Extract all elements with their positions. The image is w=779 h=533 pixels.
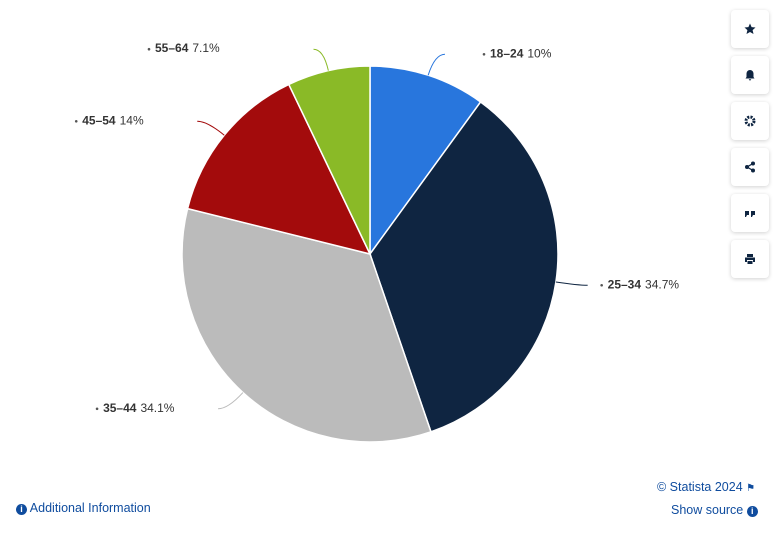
additional-information-text: Additional Information [29, 501, 151, 515]
leader-line [427, 53, 446, 76]
data-label: 25–34 34.7% [608, 277, 680, 291]
label-dot [74, 120, 78, 123]
copyright-text: © Statista 2024 [657, 480, 743, 494]
share-button[interactable] [731, 148, 769, 186]
leader-line [313, 48, 329, 71]
data-label: 18–24 10% [490, 46, 552, 60]
pie-slice [181, 207, 432, 443]
chart: 18–24 10% 25–34 34.7% 35–44 34.1% 45–54 14% 55–6… [74, 41, 680, 443]
leader-line [197, 120, 225, 136]
value-label: 10% [527, 46, 551, 60]
category-label: 45–54 [82, 113, 116, 127]
settings-button[interactable] [731, 102, 769, 140]
additional-information[interactable]: i Additional Information [16, 501, 151, 515]
category-label: 35–44 [103, 401, 137, 415]
print-button[interactable] [731, 240, 769, 278]
pie-slice [369, 65, 482, 257]
data-label: 35–44 34.1% [103, 401, 175, 415]
show-source[interactable]: Show source i [671, 503, 758, 517]
pie-slice [186, 83, 372, 256]
label-dot [600, 283, 603, 287]
value-label: 7.1% [192, 41, 220, 55]
label-dot [482, 52, 486, 56]
leader-line [218, 392, 244, 410]
label-dot [95, 407, 99, 411]
category-label: 55–64 [155, 41, 189, 55]
value-label: 34.7% [645, 277, 679, 291]
data-label: 45–54 14% [82, 113, 144, 127]
value-label: 14% [120, 113, 144, 127]
leader-line [555, 281, 588, 286]
notification-button[interactable] [731, 56, 769, 94]
value-label: 34.1% [140, 401, 174, 415]
copyright[interactable]: © Statista 2024 ⚑ [657, 480, 756, 494]
pie-slice [287, 65, 371, 255]
category-label: 18–24 [490, 46, 524, 60]
data-label: 55–64 7.1% [155, 41, 220, 55]
cite-button[interactable] [731, 194, 769, 232]
favorite-button[interactable] [731, 10, 769, 48]
show-source-text: Show source [671, 503, 744, 517]
category-label: 25–34 [608, 277, 642, 291]
label-dot [147, 47, 151, 51]
